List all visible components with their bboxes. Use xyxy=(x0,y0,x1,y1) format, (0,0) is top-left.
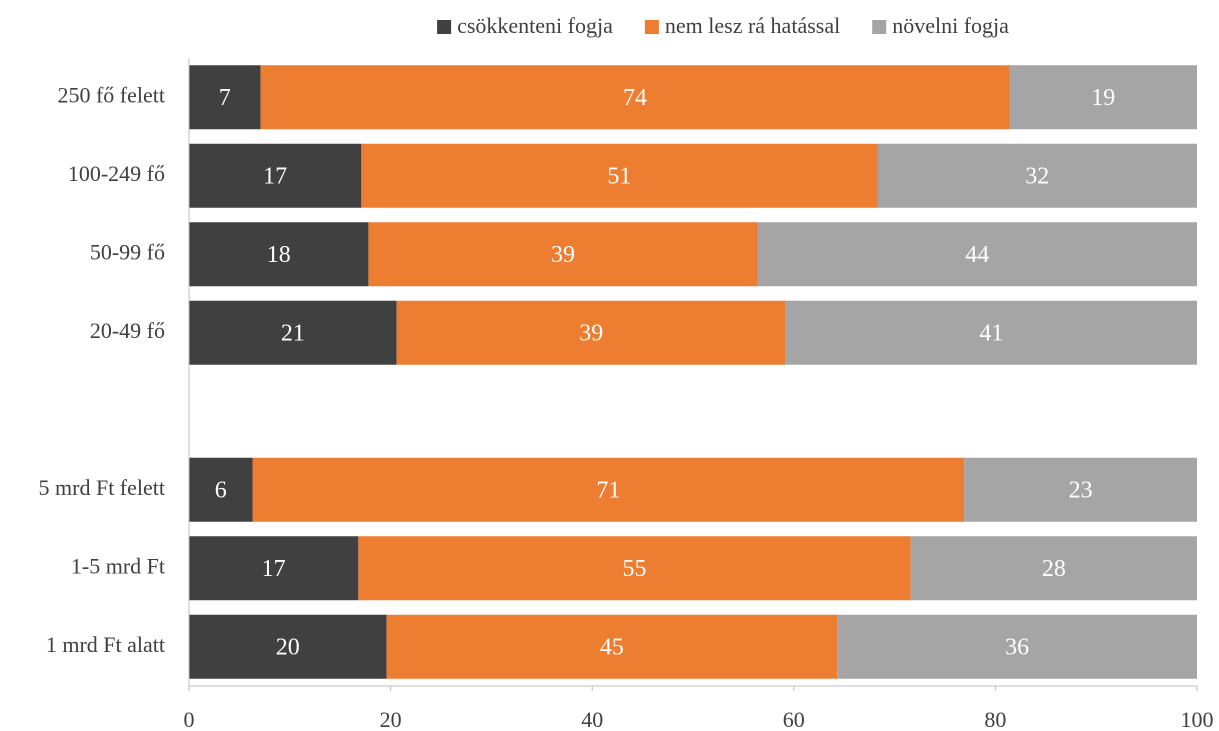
bar-segment xyxy=(189,143,362,208)
bar-segment xyxy=(260,65,1010,130)
x-tick-label: 80 xyxy=(984,707,1006,731)
data-label: 21 xyxy=(281,320,305,346)
bar-segment xyxy=(252,457,965,522)
y-tick-label: 100-249 fő xyxy=(68,161,165,186)
bar-segment xyxy=(837,614,1197,679)
data-label: 7 xyxy=(219,85,231,111)
y-tick-label: 50-99 fő xyxy=(90,239,165,264)
x-tick-label: 0 xyxy=(184,707,195,731)
legend-swatch xyxy=(644,20,659,34)
data-label: 20 xyxy=(276,634,300,660)
data-label: 17 xyxy=(262,556,286,582)
data-label: 41 xyxy=(979,320,1003,346)
bar-segment xyxy=(358,536,911,601)
bar-segment xyxy=(361,143,878,208)
legend-label: növelni fogja xyxy=(892,13,1009,38)
y-tick-label: 1 mrd Ft alatt xyxy=(46,632,165,657)
data-label: 39 xyxy=(579,320,603,346)
bar-segment xyxy=(189,614,387,679)
data-label: 36 xyxy=(1005,634,1029,660)
data-label: 55 xyxy=(623,556,647,582)
bar-segment xyxy=(757,222,1197,287)
data-label: 32 xyxy=(1025,163,1049,189)
y-tick-label: 250 fő felett xyxy=(57,82,165,107)
bar-segment xyxy=(1009,65,1197,130)
bar-segment xyxy=(368,222,758,287)
bar-segment xyxy=(785,300,1197,365)
bar-segment xyxy=(964,457,1197,522)
data-label: 23 xyxy=(1069,477,1093,503)
bar-segment xyxy=(189,222,369,287)
bar-segment xyxy=(189,300,397,365)
data-label: 44 xyxy=(965,242,989,268)
data-label: 51 xyxy=(607,163,631,189)
legend-swatch xyxy=(437,20,452,34)
x-tick-label: 20 xyxy=(380,707,402,731)
y-tick-label: 1-5 mrd Ft xyxy=(71,553,165,578)
bar-segment xyxy=(189,65,261,130)
bar-segment xyxy=(386,614,838,679)
data-label: 18 xyxy=(267,242,291,268)
data-label: 28 xyxy=(1042,556,1066,582)
bar-segment xyxy=(189,457,253,522)
legend-swatch xyxy=(872,20,887,34)
legend-label: nem lesz rá hatással xyxy=(665,13,840,38)
bar-segment xyxy=(910,536,1197,601)
bar-segment xyxy=(189,536,359,601)
data-label: 71 xyxy=(596,477,620,503)
data-label: 39 xyxy=(551,242,575,268)
x-tick-label: 60 xyxy=(783,707,805,731)
y-tick-label: 5 mrd Ft felett xyxy=(39,475,165,500)
bar-segment xyxy=(877,143,1197,208)
data-label: 19 xyxy=(1091,85,1115,111)
data-label: 45 xyxy=(600,634,624,660)
data-label: 6 xyxy=(215,477,227,503)
data-label: 17 xyxy=(263,163,287,189)
x-tick-label: 40 xyxy=(581,707,603,731)
bar-segment xyxy=(396,300,786,365)
legend-label: csökkenteni fogja xyxy=(457,13,613,38)
x-tick-label: 100 xyxy=(1181,707,1214,731)
data-label: 74 xyxy=(623,85,647,111)
y-tick-label: 20-49 fő xyxy=(90,318,165,343)
